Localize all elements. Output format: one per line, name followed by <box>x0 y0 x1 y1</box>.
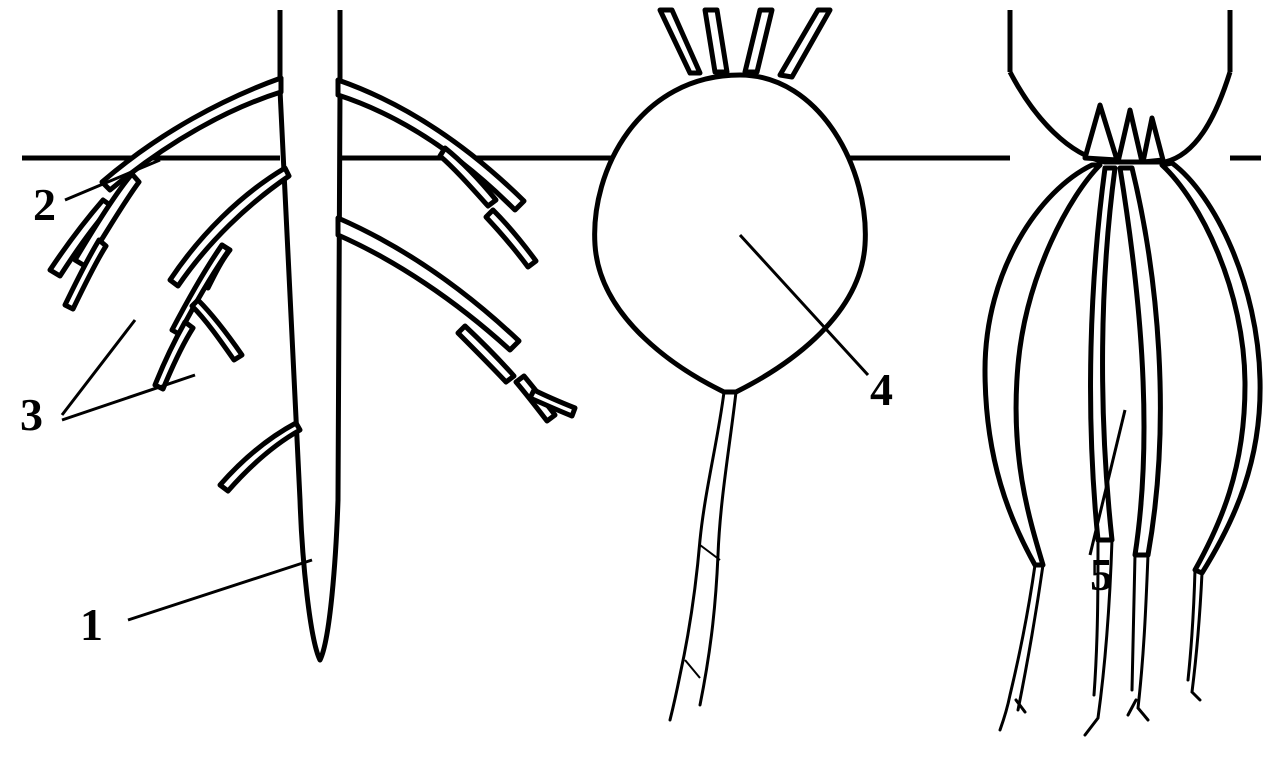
label-1: 1 <box>80 599 103 650</box>
label-4: 4 <box>870 364 893 415</box>
label-5: 5 <box>1090 549 1113 600</box>
label-3: 3 <box>20 389 43 440</box>
label-2: 2 <box>33 179 56 230</box>
